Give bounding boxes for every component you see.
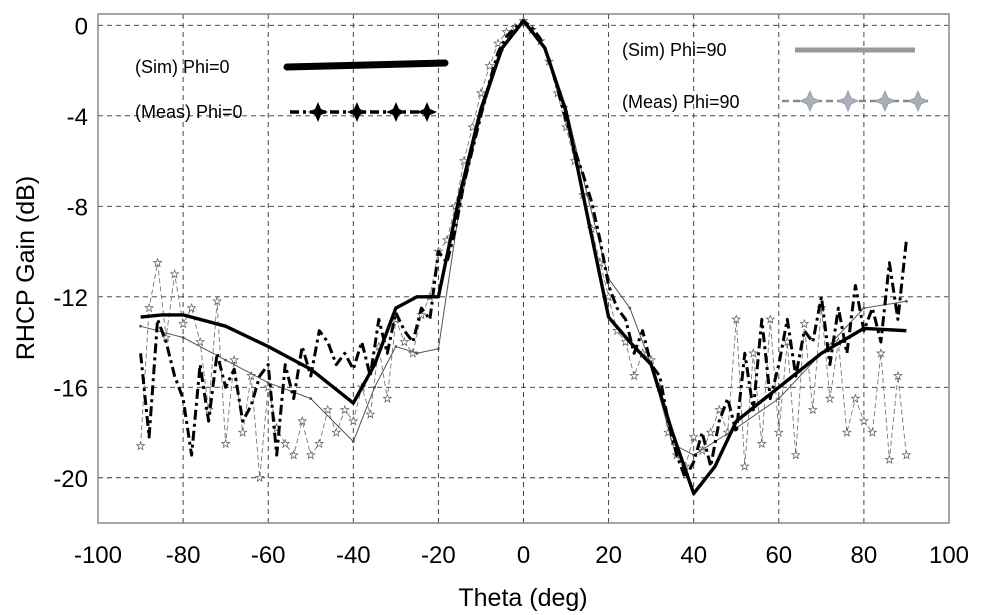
series-point-dot [905,299,908,303]
y-axis-label: RHCP Gain (dB) [12,176,40,360]
series-line-0 [140,19,907,496]
x-tick-label: 40 [680,542,707,569]
legend: (Sim) Phi=0 (Meas) Phi=0 (Sim) Phi=90 (M… [135,40,930,122]
series-point-dot [628,306,632,310]
series-point-dot [373,385,376,389]
x-tick-label: 0 [517,542,530,569]
series-point-dot [266,381,270,385]
y-tick-label: -4 [67,104,88,131]
legend-marker-star [798,89,822,113]
legend-swatch-meas-phi90 [782,89,930,113]
x-tick-label: 100 [929,542,969,569]
legend-marker-star [836,89,860,113]
legend-label-sim-phi90: (Sim) Phi=90 [622,40,727,60]
plot-frame [97,13,950,524]
series-point-dot [777,397,781,400]
grid [98,14,949,523]
series-point-dot [139,324,142,328]
legend-marker-star [347,102,367,122]
y-tick-label: -16 [53,375,88,402]
legend-marker-star [906,89,930,113]
legend-marker-star [308,102,328,122]
tick-labels: -100 -80 -60 -40 -20 0 20 40 60 80 100 0 -4 -8 -12 -16 -… [53,13,969,569]
x-tick-label: -80 [166,542,201,569]
legend-swatch-sim-phi0 [283,59,449,71]
x-tick-label: -20 [421,542,456,569]
x-tick-label: -60 [251,542,286,569]
y-tick-label: -8 [67,194,88,221]
series-point-dot [309,397,313,400]
legend-label-meas-phi90: (Meas) Phi=90 [622,92,740,112]
x-tick-label: 60 [765,542,792,569]
series-point-dot [415,351,419,355]
series-layer [136,16,911,496]
x-tick-label: -100 [74,542,122,569]
y-tick-label: -12 [53,285,88,312]
series-point-dot [437,347,440,351]
legend-marker-star [417,102,437,122]
series-point-dot [181,336,185,339]
legend-label-sim-phi0: (Sim) Phi=0 [135,57,230,77]
legend-label-meas-phi0: (Meas) Phi=0 [135,102,243,122]
series-point-dot [351,440,355,443]
x-tick-label: 20 [595,542,622,569]
y-tick-label: 0 [75,13,88,40]
x-tick-label: 80 [851,542,878,569]
legend-marker-star [386,102,406,122]
x-axis-label: Theta (deg) [458,584,587,612]
series-point-dot [394,345,398,348]
x-tick-label: -40 [336,542,371,569]
y-tick-label: -20 [53,466,88,493]
series-point-dot [224,358,228,362]
series-point-dot [862,306,866,310]
legend-marker-star [873,89,897,113]
legend-swatch-meas-phi0 [290,102,437,122]
